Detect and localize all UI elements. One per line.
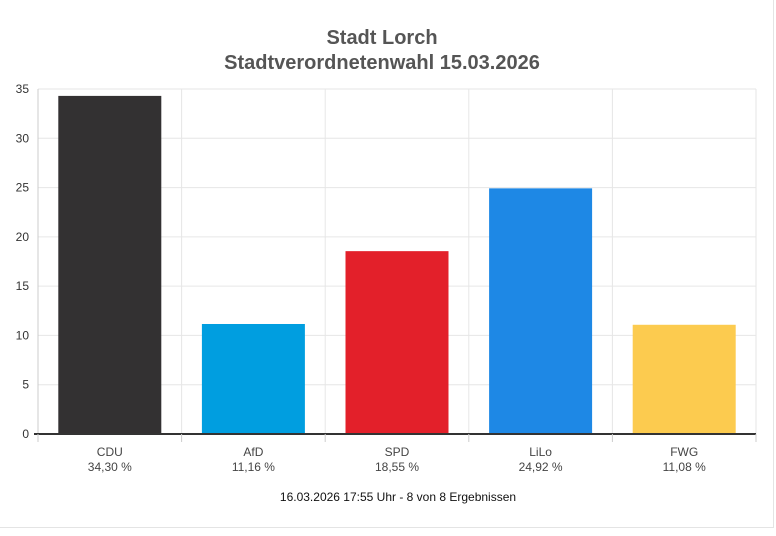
chart-title: Stadt Lorch	[326, 27, 438, 49]
chart-title-block: Stadt Lorch Stadtverordnetenwahl 15.03.2…	[0, 26, 764, 76]
y-tick-label: 25	[16, 181, 30, 195]
y-tick-label: 20	[16, 230, 30, 244]
y-tick-label: 10	[16, 328, 30, 342]
bar-afd	[201, 323, 305, 434]
x-value-label: 24,92 %	[519, 460, 563, 474]
bar-lilo	[489, 188, 593, 434]
bar-cdu	[58, 95, 162, 435]
x-value-label: 11,08 %	[663, 460, 706, 474]
x-category-label: CDU	[97, 445, 123, 459]
chart-footnote: 16.03.2026 17:55 Uhr - 8 von 8 Ergebniss…	[279, 490, 517, 504]
x-category-label: LiLo	[529, 445, 552, 459]
x-value-label: 18,55 %	[375, 460, 419, 474]
y-tick-label: 5	[22, 378, 29, 392]
y-tick-label: 35	[16, 82, 30, 96]
chart-subtitle: Stadtverordnetenwahl 15.03.2026	[224, 52, 540, 74]
x-category-label: FWG	[670, 445, 698, 459]
bar-fwg	[632, 324, 736, 434]
x-category-label: SPD	[385, 445, 410, 459]
y-tick-label: 15	[16, 279, 30, 293]
y-tick-label: 0	[22, 427, 29, 441]
y-tick-label: 30	[16, 131, 30, 145]
x-value-label: 11,16 %	[232, 460, 275, 474]
x-value-label: 34,30 %	[88, 460, 132, 474]
bar-spd	[345, 251, 449, 434]
x-category-label: AfD	[243, 445, 263, 459]
